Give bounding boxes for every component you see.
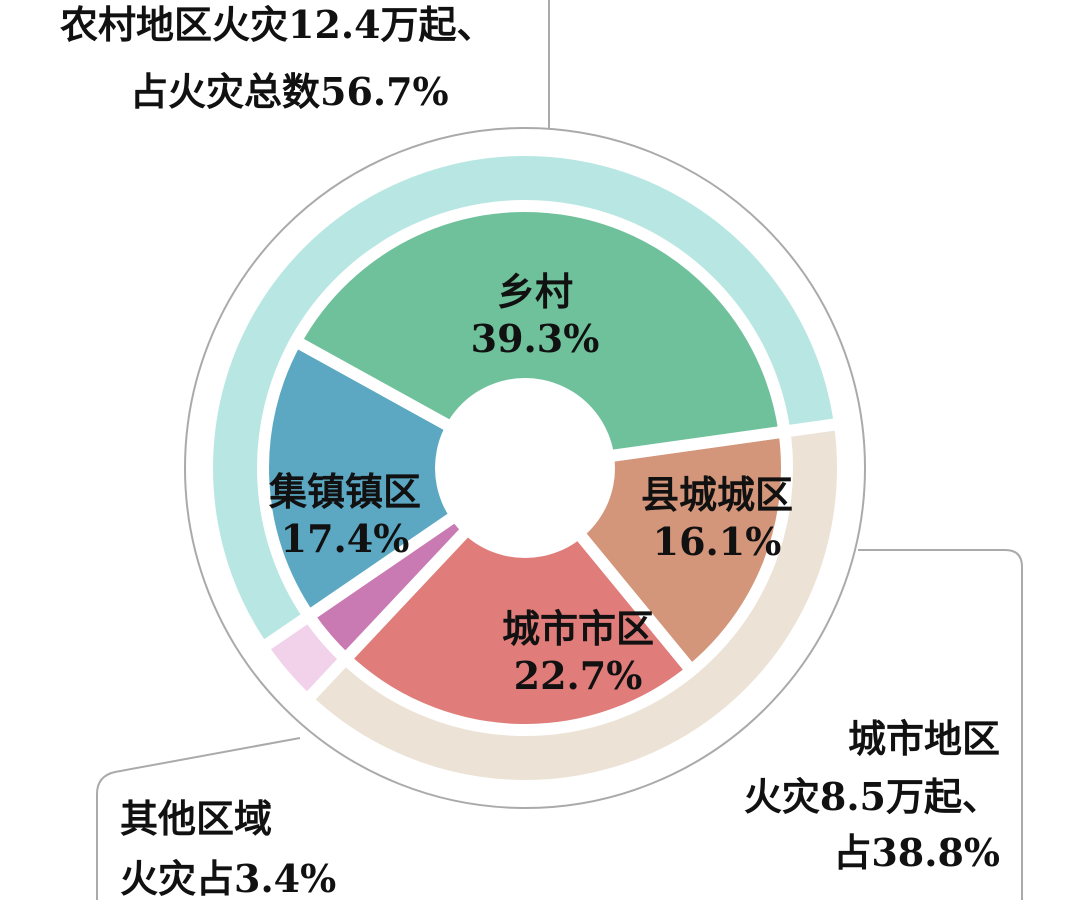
inner-ring	[257, 200, 793, 736]
outer-guide-circle	[184, 127, 866, 809]
leader-line-other	[96, 737, 301, 900]
slice-label-town: 集镇镇区	[268, 469, 421, 514]
slice-value-county: 16.1%	[653, 519, 782, 564]
slice-value-city: 22.7%	[514, 653, 643, 698]
annotation-rural-line1: 农村地区火灾12.4万起、	[60, 2, 495, 47]
annotation-rural-line2: 占火灾总数56.7%	[130, 69, 449, 114]
annotation-other-line1: 其他区域	[120, 796, 272, 841]
annotation-urban-line3: 占38.8%	[833, 830, 1000, 875]
center-hole	[435, 378, 615, 558]
slice-label-county: 县城城区	[641, 472, 793, 517]
slice-label-city: 城市市区	[502, 606, 654, 651]
annotation-urban-line2: 火灾8.5万起、	[744, 774, 1000, 819]
annotation-urban-line1: 城市地区	[848, 716, 1000, 761]
annotation-other-line2: 火灾占3.4%	[120, 856, 336, 901]
slice-value-rural-village: 39.3%	[471, 316, 600, 361]
leader-line-urban	[858, 549, 1023, 900]
slice-value-town: 17.4%	[281, 516, 410, 561]
slice-label-rural-village: 乡村	[497, 269, 573, 314]
